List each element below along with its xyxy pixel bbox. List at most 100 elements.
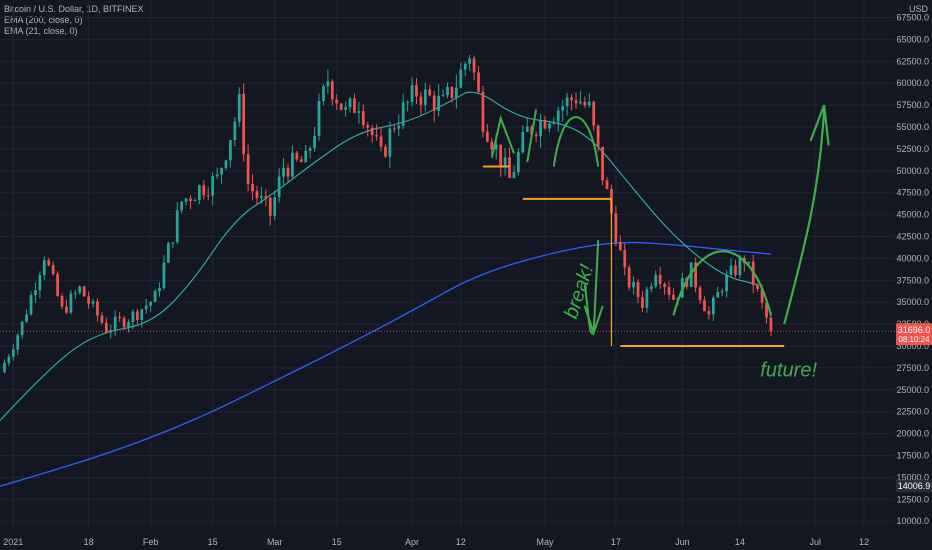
- candle-body: [658, 274, 662, 284]
- price-tick-label: 47500.0: [896, 188, 929, 198]
- candle-body: [632, 281, 635, 288]
- candle-body: [486, 131, 489, 142]
- candle-body: [47, 260, 51, 266]
- candles-layer: [3, 55, 773, 374]
- candle-body: [277, 176, 281, 198]
- candle-body: [322, 86, 325, 101]
- candle-body: [543, 120, 547, 129]
- price-axis[interactable]: 10000.0 12500.0 15000.0 17500.0 20000.0 22500…: [896, 13, 932, 527]
- candle-body: [82, 286, 86, 297]
- candle-body: [113, 316, 117, 330]
- right-arch: [672, 250, 773, 316]
- candle-body: [397, 125, 401, 129]
- time-tick-label: Jul: [809, 537, 821, 547]
- left-tick-mark: [490, 114, 515, 158]
- ema21-line: [0, 91, 758, 421]
- candle-body: [423, 89, 427, 105]
- candle-body: [548, 123, 551, 129]
- candle-body: [308, 148, 312, 151]
- candle-body: [215, 174, 219, 177]
- candle-body: [282, 167, 285, 177]
- candle-body: [149, 301, 153, 306]
- candle-body: [698, 287, 702, 301]
- candle-body: [16, 335, 20, 350]
- candle-body: [144, 305, 148, 310]
- candle-body: [618, 242, 622, 251]
- candle-body: [521, 131, 525, 153]
- time-tick-label: 2021: [3, 537, 23, 547]
- candle-body: [91, 301, 95, 304]
- legend-ema21[interactable]: EMA (21, close, 0): [4, 26, 78, 36]
- candle-body: [481, 91, 485, 132]
- annotation-text: future!: [760, 360, 817, 382]
- candle-body: [317, 100, 321, 136]
- current-price-label: 31696.0: [898, 325, 931, 335]
- candle-body: [268, 197, 272, 216]
- candle-body: [220, 168, 223, 175]
- candle-body: [335, 99, 339, 104]
- candle-body: [384, 146, 387, 157]
- candle-body: [180, 201, 184, 211]
- candle-body: [716, 292, 720, 298]
- candle-body: [649, 286, 653, 289]
- candle-body: [561, 106, 565, 111]
- candle-body: [87, 296, 90, 304]
- candle-body: [166, 243, 170, 263]
- candle-body: [56, 273, 59, 296]
- currency-unit-label[interactable]: USD: [908, 4, 928, 14]
- candle-body: [499, 144, 503, 168]
- candle-body: [552, 121, 556, 124]
- price-tick-label: 37500.0: [896, 275, 929, 285]
- candle-body: [25, 314, 28, 322]
- candle-body: [534, 134, 538, 137]
- candle-body: [463, 63, 467, 70]
- candle-body: [246, 154, 250, 184]
- price-tick-label: 22500.0: [896, 407, 929, 417]
- candle-body: [503, 157, 507, 168]
- candle-body: [472, 58, 476, 73]
- candle-body: [672, 294, 675, 300]
- candle-body: [38, 275, 42, 291]
- time-tick-label: 15: [332, 537, 342, 547]
- candle-body: [574, 100, 578, 104]
- candle-body: [224, 160, 228, 169]
- candle-body: [592, 101, 596, 126]
- break-arrow-stroke: [583, 284, 595, 335]
- candle-body: [667, 287, 671, 295]
- legend-ema200[interactable]: EMA (200, close, 0): [4, 15, 83, 25]
- price-tick-label: 40000.0: [896, 253, 929, 263]
- candle-body: [184, 198, 188, 202]
- legend-symbol[interactable]: Bitcoin / U.S. Dollar, 1D, BITFINEX: [4, 4, 144, 14]
- time-axis[interactable]: 2021 18 Feb 15 Mar 15 Apr 12 May 17 Jun 14 Jul 12: [3, 537, 869, 547]
- candle-body: [361, 111, 365, 126]
- candle-body: [539, 120, 542, 137]
- price-tick-label: 20000.0: [896, 429, 929, 439]
- price-tick-label: 17500.0: [896, 451, 929, 461]
- price-tick-label: 62500.0: [896, 56, 929, 66]
- candle-body: [725, 274, 729, 292]
- candle-body: [127, 322, 130, 328]
- price-tick-label: 60000.0: [896, 78, 929, 88]
- candle-body: [11, 349, 15, 357]
- candle-body: [454, 87, 458, 98]
- candle-body: [711, 297, 715, 315]
- time-tick-label: Mar: [267, 537, 283, 547]
- candle-body: [756, 285, 760, 289]
- candle-body: [100, 315, 104, 323]
- candle-body: [131, 311, 135, 323]
- candle-body: [20, 321, 24, 336]
- candle-body: [415, 85, 418, 97]
- candle-body: [202, 185, 206, 196]
- candle-body: [122, 318, 126, 328]
- candle-body: [344, 107, 347, 110]
- time-tick-label: 12: [456, 537, 466, 547]
- candle-body: [401, 102, 405, 126]
- candle-body: [477, 72, 480, 92]
- time-tick-label: 14: [735, 537, 745, 547]
- candle-body: [42, 260, 46, 276]
- price-tick-label: 57500.0: [896, 100, 929, 110]
- candle-body: [251, 183, 254, 192]
- price-tick-label: 67500.0: [896, 13, 929, 23]
- candle-body: [769, 317, 773, 332]
